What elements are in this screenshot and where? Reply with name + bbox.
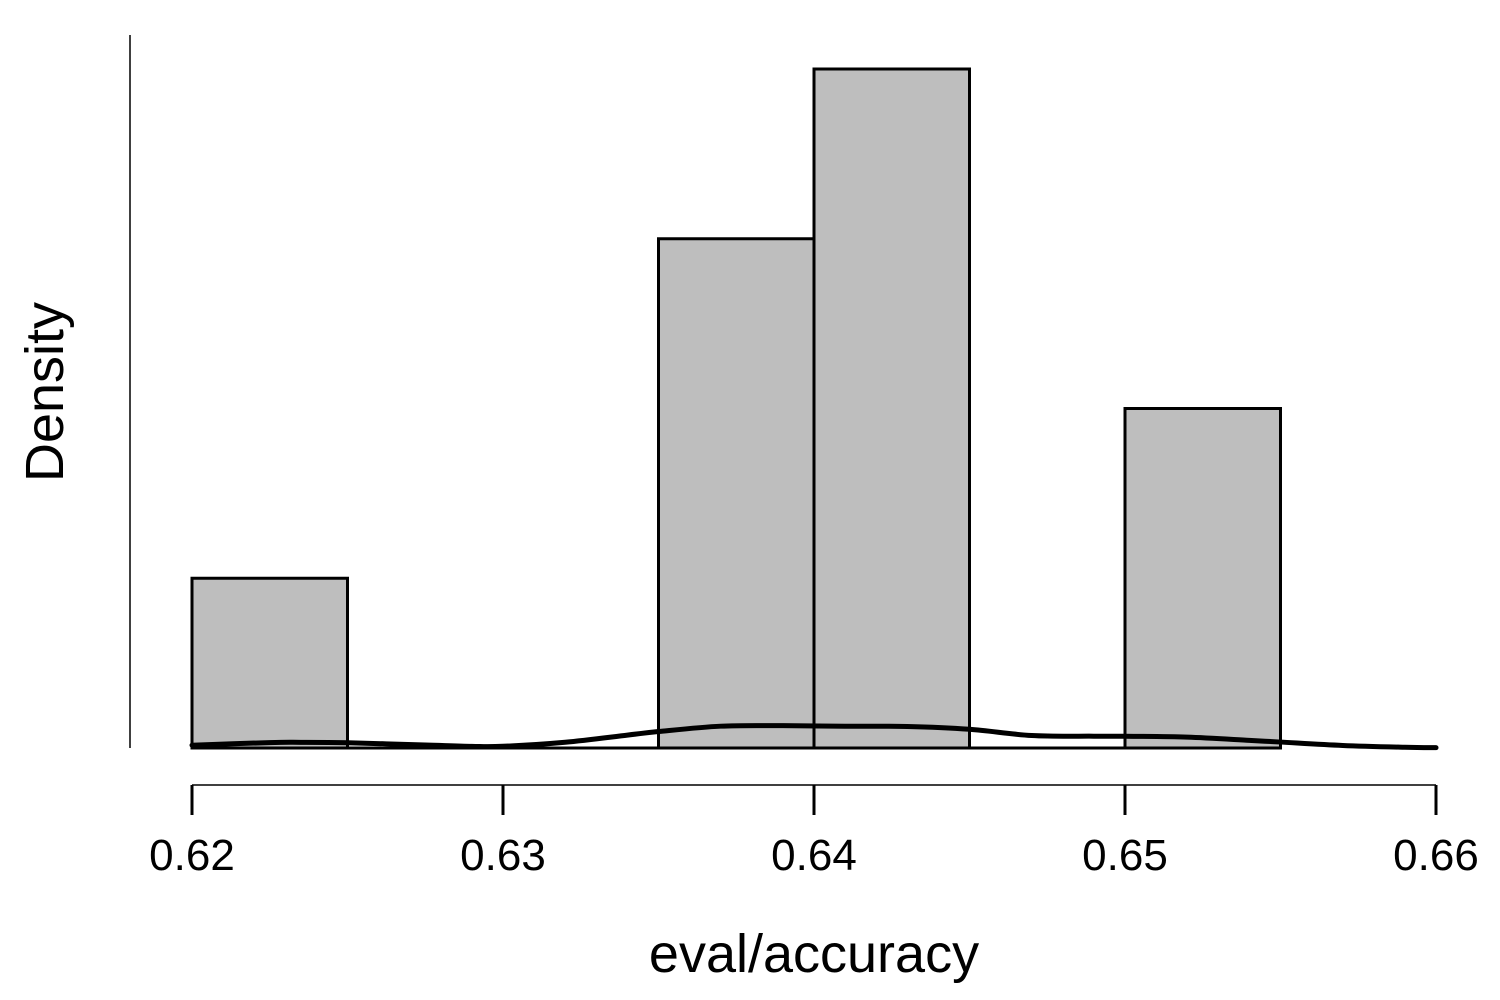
histogram-bars xyxy=(190,67,1282,750)
x-axis-ticks: 0.62 0.63 0.64 0.65 0.66 xyxy=(149,785,1479,880)
x-tick-label-0: 0.62 xyxy=(149,831,235,880)
histogram-bar-6 xyxy=(1123,407,1282,750)
histogram-bar-3 xyxy=(657,237,816,750)
histogram-bar-4 xyxy=(812,67,971,750)
x-axis-title: eval/accuracy xyxy=(649,924,979,984)
density-curve xyxy=(189,723,1439,751)
x-tick-label-4: 0.66 xyxy=(1393,831,1479,880)
histogram-bar-0 xyxy=(190,576,349,750)
x-tick-label-1: 0.63 xyxy=(460,831,546,880)
x-tick-label-3: 0.65 xyxy=(1082,831,1168,880)
y-axis-title: Density xyxy=(15,302,75,482)
x-tick-label-2: 0.64 xyxy=(771,831,857,880)
